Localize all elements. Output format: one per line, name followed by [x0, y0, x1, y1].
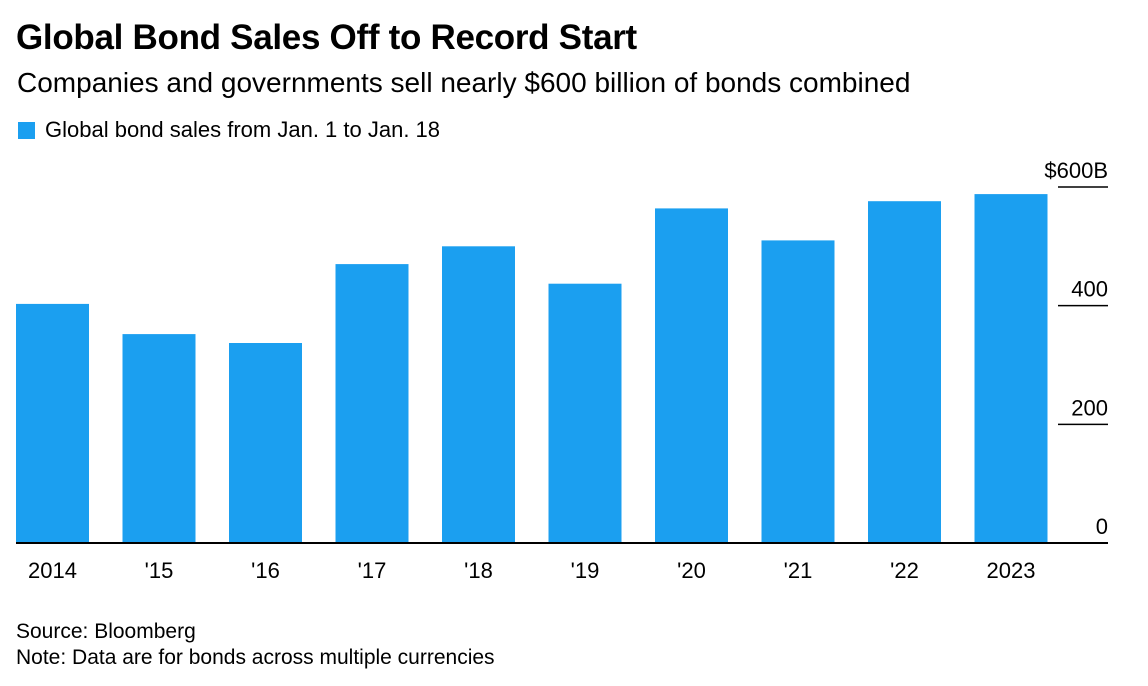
x-tick-label-'19: '19 [571, 558, 600, 583]
x-tick-label-'15: '15 [145, 558, 174, 583]
chart-subtitle: Companies and governments sell nearly $6… [17, 67, 911, 98]
bar-'16 [229, 343, 302, 543]
bar-'19 [548, 283, 622, 543]
x-tick-label-2014: 2014 [28, 558, 77, 583]
bar-'17 [335, 264, 409, 543]
legend-label: Global bond sales from Jan. 1 to Jan. 18 [45, 117, 441, 142]
source-note: Source: Bloomberg [16, 620, 196, 643]
x-tick-label-'20: '20 [677, 558, 706, 583]
y-tick-label-600: $600B [1044, 158, 1108, 183]
bar-'20 [655, 208, 728, 543]
x-tick-label-2023: 2023 [987, 558, 1036, 583]
bar-2023 [974, 194, 1048, 543]
bar-'18 [442, 246, 515, 544]
x-tick-label-'18: '18 [464, 558, 493, 583]
x-tick-label-'17: '17 [358, 558, 387, 583]
legend-swatch [18, 121, 35, 139]
y-tick-label-400: 400 [1071, 277, 1108, 302]
bar-chart: 0 200 400 $600B 2014 '15 '16 '17 '18 '19 '20 '21 '22… [16, 158, 1108, 583]
data-note: Note: Data are for bonds across multiple… [16, 646, 495, 669]
x-tick-label-'16: '16 [251, 558, 280, 583]
chart-title: Global Bond Sales Off to Record Start [16, 18, 637, 57]
legend: Global bond sales from Jan. 1 to Jan. 18 [18, 117, 440, 143]
y-tick-label-0: 0 [1096, 514, 1108, 539]
bar-'21 [761, 240, 835, 543]
y-tick-label-200: 200 [1071, 395, 1108, 420]
x-tick-label-'22: '22 [890, 558, 919, 583]
bar-'15 [122, 334, 196, 543]
bar-2014 [16, 303, 89, 543]
x-tick-label-'21: '21 [784, 558, 813, 583]
bar-'22 [868, 201, 941, 543]
